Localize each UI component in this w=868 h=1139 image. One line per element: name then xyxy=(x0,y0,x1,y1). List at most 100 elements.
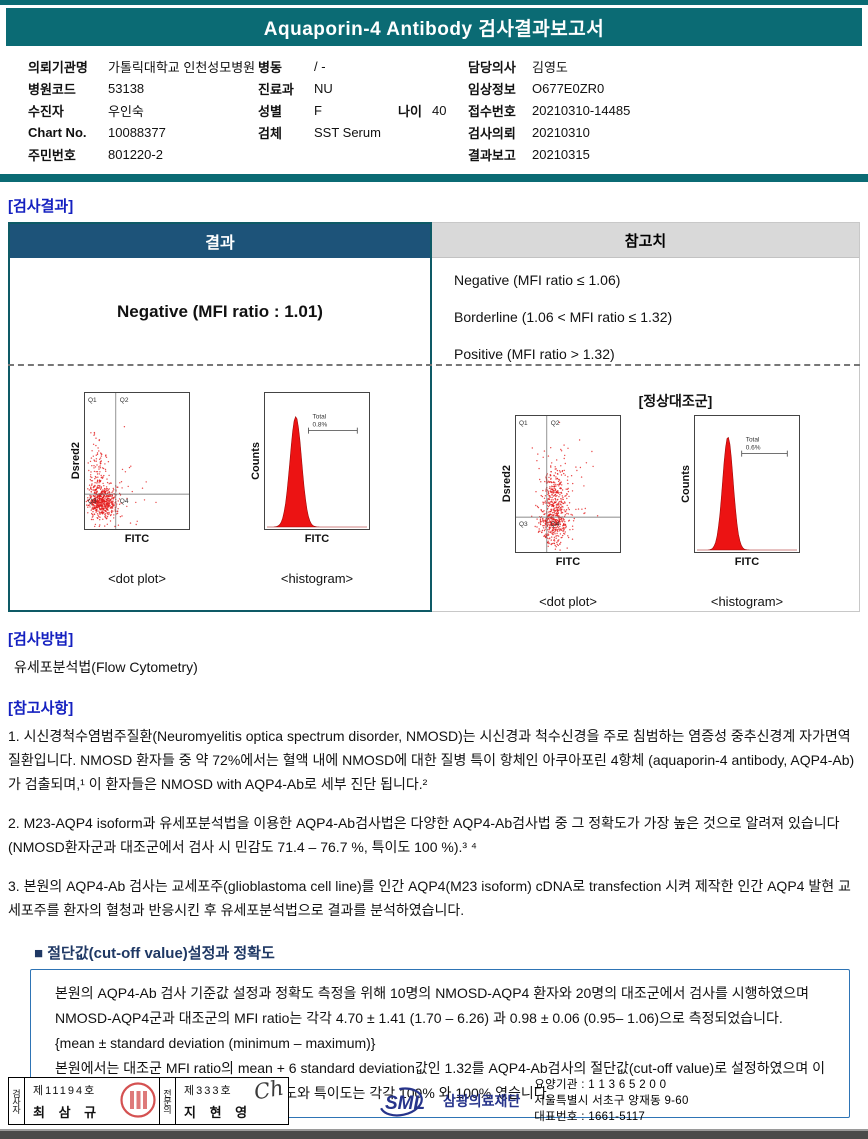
field-label: 접수번호 xyxy=(468,103,516,119)
examiner-cert-number: 제11194호 xyxy=(33,1085,97,1097)
svg-text:Q4: Q4 xyxy=(120,498,129,505)
y-axis-label: Dsred2 xyxy=(70,442,82,480)
svg-text:Q3: Q3 xyxy=(88,498,97,505)
specialist-stamp-content: 제333호 지 현 영 Ch xyxy=(176,1075,288,1124)
reference-header: 참고치 xyxy=(432,223,859,258)
cutoff-title: ■ 절단값(cut-off value)설정과 정확도 xyxy=(34,945,275,962)
svg-text:Q4: Q4 xyxy=(551,521,560,528)
field-label: 성별 xyxy=(258,103,282,119)
section-divider xyxy=(0,174,868,182)
patient-row: 결과보고 20210315 xyxy=(468,143,868,165)
field-value: 53138 xyxy=(108,80,145,96)
note-paragraph: 2. M23-AQP4 isoform과 유세포분석법을 이용한 AQP4-Ab… xyxy=(8,815,840,855)
sml-block: SML 삼광의료재단 요양기관 : 1 1 3 6 5 2 0 0 서울특별시 … xyxy=(377,1077,689,1125)
specialist-cert-number: 제333호 xyxy=(184,1085,233,1097)
field-value: NU xyxy=(314,80,333,96)
control-group-label: [정상대조군] xyxy=(638,393,713,409)
control-plots: Dsred2 Q1 Q2 Q3 Q4 FITC <dot plot> Counts T… xyxy=(432,415,859,609)
specialist-role-label: 전문의 xyxy=(160,1078,176,1124)
patient-row: 수진자 우인숙 성별 F 나이 40 xyxy=(28,99,468,121)
page-title: Aquaporin-4 Antibody 검사결과보고서 xyxy=(263,18,605,40)
field-value: SST Serum xyxy=(314,124,381,140)
reference-panel: 참고치 Negative (MFI ratio ≤ 1.06) Borderli… xyxy=(432,222,860,612)
note-paragraph: 3. 본원의 AQP4-Ab 검사는 교세포주(glioblastoma cel… xyxy=(8,878,851,918)
x-axis-label: FITC xyxy=(555,556,581,568)
control-dot-plot: Q1 Q2 Q3 Q4 xyxy=(515,415,621,553)
patient-row: 주민번호 801220-2 xyxy=(28,143,468,165)
sml-company-name: 삼광의료재단 xyxy=(443,1093,521,1109)
svg-text:Q1: Q1 xyxy=(88,397,97,404)
x-axis-label: FITC xyxy=(304,533,330,545)
section-label-notes: [참고사항] xyxy=(8,700,74,717)
dashed-separator xyxy=(8,364,860,366)
field-label: 임상정보 xyxy=(468,81,516,97)
red-seal-icon xyxy=(120,1082,156,1118)
svg-text:0.8%: 0.8% xyxy=(313,422,328,429)
title-bar: Aquaporin-4 Antibody 검사결과보고서 xyxy=(6,8,862,46)
patient-row: 검사의뢰 20210310 xyxy=(468,121,868,143)
plot-caption: <histogram> xyxy=(280,571,354,586)
patient-row: 임상정보 O677E0ZR0 xyxy=(468,77,868,99)
reference-item: Borderline (1.06 < MFI ratio ≤ 1.32) xyxy=(454,309,673,325)
reference-item: Positive (MFI ratio > 1.32) xyxy=(454,346,615,362)
field-value: 20210310-14485 xyxy=(532,102,631,118)
reference-body: Negative (MFI ratio ≤ 1.06) Borderline (… xyxy=(432,258,859,381)
field-value: 20210310 xyxy=(532,124,590,140)
plot-caption: <dot plot> xyxy=(108,571,166,586)
svg-text:SML: SML xyxy=(385,1093,425,1114)
patient-plots: Dsred2 Q1 Q2 Q3 Q4 FITC <dot plot> Counts T… xyxy=(10,392,430,586)
field-value: 10088377 xyxy=(108,124,166,140)
field-value: 가톨릭대학교 인천성모병원 xyxy=(108,59,256,75)
method-text: 유세포분석법(Flow Cytometry) xyxy=(14,659,198,675)
examiner-stamp-cell: 검사자 제11194호 최 삼 규 xyxy=(8,1077,160,1125)
patient-row: 담당의사 김영도 xyxy=(468,55,868,77)
x-axis-label: FITC xyxy=(734,556,760,568)
field-label: 담당의사 xyxy=(468,59,516,75)
plot-unit: Counts Total 0.8% FITC <histogram> xyxy=(250,392,370,586)
y-axis-label: Dsred2 xyxy=(501,465,513,503)
field-label: 의뢰기관명 xyxy=(28,59,88,75)
specialist-stamp-cell: 전문의 제333호 지 현 영 Ch xyxy=(159,1075,289,1125)
result-table: 결과 Negative (MFI ratio : 1.01) Dsred2 Q1… xyxy=(8,222,860,612)
footer-info-line: 요양기관 : 1 1 3 6 5 2 0 0 xyxy=(534,1079,667,1091)
sml-info: 요양기관 : 1 1 3 6 5 2 0 0 서울특별시 서초구 양재동 9-6… xyxy=(534,1077,688,1125)
field-label: 검체 xyxy=(258,125,282,141)
x-axis-label: FITC xyxy=(124,533,150,545)
cutoff-paragraph: 본원의 AQP4-Ab 검사 기준값 설정과 정확도 측정을 위해 10명의 N… xyxy=(55,985,810,1051)
specialist-name: 지 현 영 xyxy=(184,1105,253,1120)
patient-row: 병원코드 53138 진료과 NU xyxy=(28,77,468,99)
field-value: 40 xyxy=(432,102,447,118)
field-label: 주민번호 xyxy=(28,147,76,163)
plot-unit: Dsred2 Q1 Q2 Q3 Q4 FITC <dot plot> xyxy=(501,415,621,609)
svg-text:Total: Total xyxy=(746,437,760,444)
field-label: 결과보고 xyxy=(468,147,516,163)
stamp-table: 검사자 제11194호 최 삼 규 전문의 제333호 지 현 영 xyxy=(8,1075,289,1125)
plot-caption: <dot plot> xyxy=(539,594,597,609)
examiner-stamp-content: 제11194호 최 삼 규 xyxy=(25,1078,159,1124)
patient-row: 접수번호 20210310-14485 xyxy=(468,99,868,121)
field-label: 병원코드 xyxy=(28,81,76,97)
svg-text:0.6%: 0.6% xyxy=(746,445,761,452)
footer-info-line: 대표번호 : 1661-5117 xyxy=(534,1111,646,1123)
field-label: Chart No. xyxy=(28,124,87,140)
signature: Ch xyxy=(252,1075,286,1105)
field-value: 우인숙 xyxy=(108,103,144,119)
footer: 검사자 제11194호 최 삼 규 전문의 제333호 지 현 영 xyxy=(0,1075,868,1125)
field-value: 801220-2 xyxy=(108,146,163,162)
field-value: F xyxy=(314,102,322,118)
examiner-name: 최 삼 규 xyxy=(33,1105,102,1120)
plot-unit: Counts Total 0.6% FITC <histogram> xyxy=(680,415,800,609)
patient-info: 의뢰기관명 가톨릭대학교 인천성모병원 병동 / - 병원코드 53138 진료… xyxy=(0,46,868,169)
field-label: 나이 xyxy=(398,103,422,119)
patient-info-left: 의뢰기관명 가톨릭대학교 인천성모병원 병동 / - 병원코드 53138 진료… xyxy=(28,55,468,165)
field-value: O677E0ZR0 xyxy=(532,80,605,96)
plot-caption: <histogram> xyxy=(710,594,784,609)
sml-logo-icon: SML xyxy=(379,1087,425,1117)
y-axis-label: Counts xyxy=(250,442,262,480)
field-label: 진료과 xyxy=(258,81,294,97)
section-label-method: [검사방법] xyxy=(8,631,74,648)
bottom-bar xyxy=(0,1129,868,1139)
plot-unit: Dsred2 Q1 Q2 Q3 Q4 FITC <dot plot> xyxy=(70,392,190,586)
svg-text:Q2: Q2 xyxy=(120,397,129,404)
